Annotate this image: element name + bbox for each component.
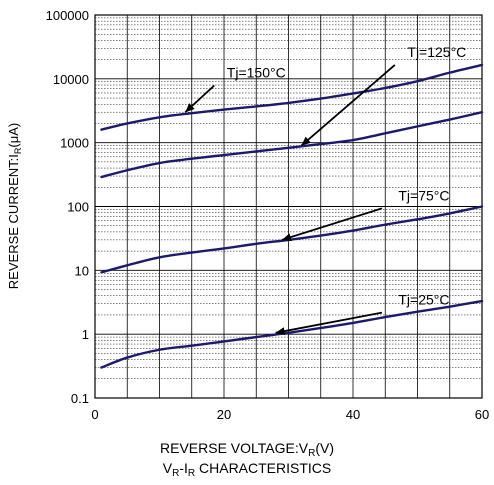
- y-tick-label: 100: [67, 200, 89, 215]
- annotation-label: Tj=75°C: [398, 187, 449, 203]
- x-tick-label: 20: [217, 407, 231, 422]
- y-tick-label: 1: [82, 327, 89, 342]
- y-tick-label: 1000: [60, 136, 89, 151]
- annotation-label: Tj=25°C: [398, 292, 449, 308]
- series-line: [100, 111, 484, 179]
- x-axis-label: REVERSE VOLTAGE:VR(V): [160, 440, 334, 459]
- annotation-label: Tj=125°C: [407, 44, 466, 60]
- x-tick-label: 60: [475, 407, 489, 422]
- tick-labels: 0 20 40 60 0.1 1 10 100 1000 10000 100000: [46, 8, 490, 422]
- y-axis-label: REVERSE CURRENT:IR(μA): [6, 123, 23, 289]
- y-tick-label: 0.1: [71, 391, 89, 406]
- chart-caption: VR-IR CHARACTERISTICS: [162, 460, 332, 479]
- series-line: [100, 63, 484, 131]
- y-tick-label: 10: [75, 263, 89, 278]
- annotation-arrowhead: [301, 136, 311, 146]
- annotation-arrowhead: [185, 103, 195, 113]
- annotation-arrow: [300, 64, 396, 147]
- y-tick-label: 10000: [53, 72, 89, 87]
- annotations: Tj=150°C Tj=125°C Tj=75°C Tj=25°C: [184, 44, 466, 336]
- annotation-arrow: [281, 207, 383, 241]
- x-tick-label: 40: [346, 407, 360, 422]
- grid: [95, 15, 482, 398]
- series-line: [100, 299, 484, 369]
- x-tick-label: 0: [91, 407, 98, 422]
- annotation-label: Tj=150°C: [227, 64, 286, 80]
- y-tick-label: 100000: [46, 8, 89, 23]
- annotation-arrowhead: [275, 327, 286, 336]
- annotation-arrow: [275, 311, 383, 334]
- annotation-arrowhead: [282, 233, 292, 241]
